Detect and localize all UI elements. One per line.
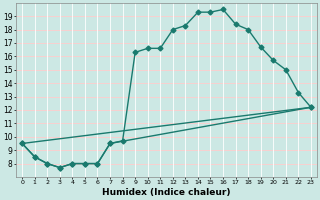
X-axis label: Humidex (Indice chaleur): Humidex (Indice chaleur): [102, 188, 231, 197]
